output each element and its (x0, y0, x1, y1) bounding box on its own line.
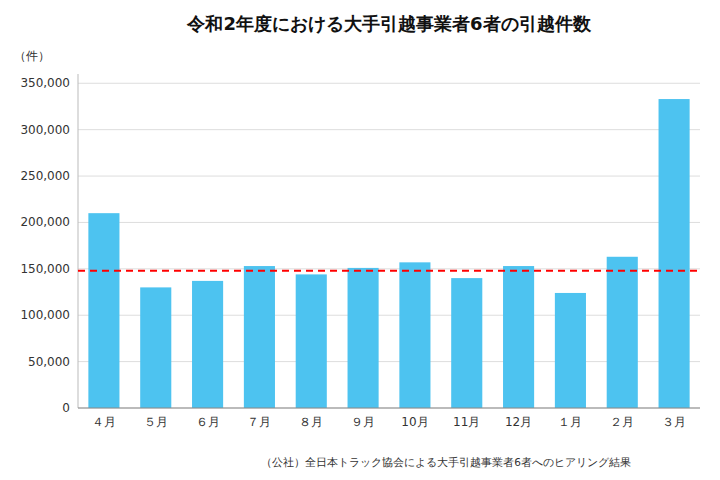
bar (399, 262, 430, 408)
y-axis: 0 50,000 100,000 150,000 200,000 250,000 300,0… (20, 74, 78, 415)
x-axis-line (78, 408, 700, 409)
title: 令和2年度における大手引越事業者6者の引越件数 (186, 13, 591, 34)
bar (140, 287, 171, 408)
reference-line (78, 270, 700, 272)
grid-line (78, 408, 700, 409)
x-tick-label: 11月 (453, 415, 480, 429)
x-axis: ４月 ５月 ６月 ７月 ８月 ９月 10月 11月 12月 １月 ２月 ３月 (78, 408, 700, 429)
x-tick-label: ６月 (196, 415, 220, 429)
grid-line (78, 83, 700, 84)
bar (659, 99, 690, 408)
bar (296, 274, 327, 408)
x-tick-label: ３月 (662, 415, 686, 429)
x-tick-label: ４月 (92, 415, 116, 429)
x-tick-label: ８月 (299, 415, 323, 429)
source-note: （公社）全日本トラック協会による大手引越事業者6者へのヒアリング結果 (261, 456, 631, 468)
chart: 0 50,000 100,000 150,000 200,000 250,000 300,0… (0, 0, 720, 480)
x-tick-label: １月 (558, 415, 582, 429)
x-tick-label: 10月 (401, 415, 428, 429)
y-tick-label: 300,000 (20, 123, 70, 137)
grid-line (78, 176, 700, 177)
x-tick-label: ５月 (144, 415, 168, 429)
grid-line (78, 222, 700, 223)
y-tick-label: 100,000 (20, 308, 70, 322)
y-tick-label: 350,000 (20, 76, 70, 90)
bars (88, 99, 689, 408)
y-tick-label: 150,000 (20, 262, 70, 276)
y-axis-line (78, 74, 79, 408)
y-axis-label: （件） (14, 49, 50, 63)
x-tick-label: ２月 (610, 415, 634, 429)
bar (244, 266, 275, 408)
bar (607, 257, 638, 408)
y-tick-label: 0 (62, 401, 70, 415)
x-tick-label: ９月 (351, 415, 375, 429)
y-tick-label: 200,000 (20, 215, 70, 229)
x-tick-label: 12月 (505, 415, 532, 429)
x-tick-label: ７月 (247, 415, 271, 429)
bar (348, 268, 379, 408)
y-tick-label: 250,000 (20, 169, 70, 183)
bar (555, 293, 586, 408)
chart-container: 0 50,000 100,000 150,000 200,000 250,000 300,0… (0, 0, 720, 480)
bar (88, 213, 119, 408)
bar (192, 281, 223, 408)
grid (78, 83, 700, 408)
bar (503, 266, 534, 408)
grid-line (78, 129, 700, 130)
y-tick-label: 50,000 (28, 355, 70, 369)
bar (451, 278, 482, 408)
